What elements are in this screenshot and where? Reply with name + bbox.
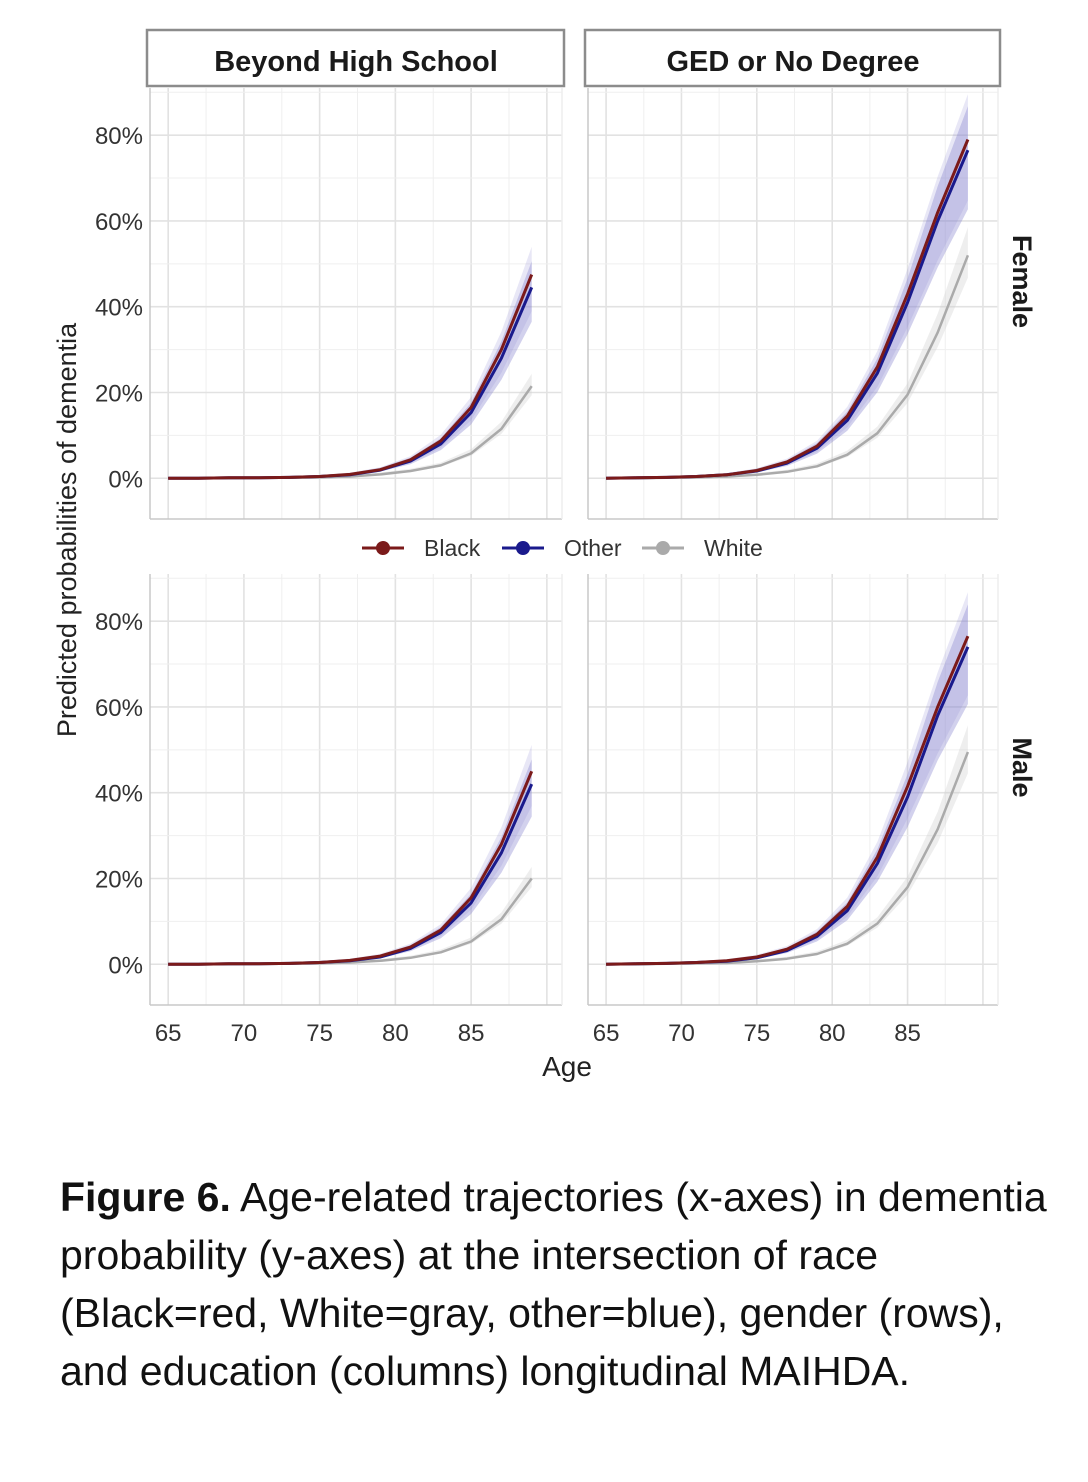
band-black (606, 592, 968, 965)
legend-key-dot-white (656, 541, 670, 555)
y-tick-label: 0% (108, 466, 143, 493)
y-tick-label: 80% (95, 123, 143, 150)
y-tick-label: 80% (95, 609, 143, 636)
y-axis-title: Predicted probabilities of dementia (52, 322, 82, 737)
x-axis-title: Age (542, 1051, 592, 1082)
legend-label-black: Black (424, 535, 481, 561)
legend-label-other: Other (564, 535, 622, 561)
figure-caption: Figure 6. Age-related trajectories (x-ax… (60, 1168, 1050, 1400)
x-tick-label: 85 (894, 1020, 921, 1047)
x-tick-label: 65 (593, 1020, 620, 1047)
band-black (606, 94, 968, 479)
strip-ged-or-no-degree (583, 28, 1002, 88)
panel-ged-or-no-degree-female (587, 88, 999, 520)
x-tick-label: 80 (819, 1020, 846, 1047)
caption-text: Age-related trajectories (x-axes) in dem… (60, 1174, 1047, 1394)
strip-label-beyond-high-school: Beyond High School (214, 46, 498, 78)
x-tick-label: 70 (231, 1020, 258, 1047)
band-other (606, 106, 968, 479)
strip-label-ged-or-no-degree: GED or No Degree (667, 46, 920, 78)
band-other (606, 604, 968, 965)
y-tick-label: 60% (95, 209, 143, 236)
series-line-black (606, 635, 970, 966)
panel-beyond-high-school-female (149, 88, 563, 520)
legend-key-dot-black (376, 541, 390, 555)
row-label-female: Female (1007, 235, 1037, 328)
panel-beyond-high-school-male (149, 574, 563, 1006)
figure-chart: Beyond High School GED or No Degree Female… (52, 28, 1037, 1082)
x-tick-label: 75 (743, 1020, 770, 1047)
y-tick-label: 60% (95, 695, 143, 722)
strip-beyond-high-school (145, 28, 566, 88)
y-tick-label: 20% (95, 380, 143, 407)
caption-label: Figure 6. (60, 1174, 231, 1220)
x-tick-label: 65 (155, 1020, 182, 1047)
y-tick-label: 20% (95, 866, 143, 893)
legend-label-white: White (704, 535, 763, 561)
legend: Black Other White (362, 535, 763, 561)
x-tick-label: 80 (382, 1020, 409, 1047)
x-tick-label: 75 (306, 1020, 333, 1047)
y-tick-label: 40% (95, 295, 143, 322)
panel-ged-or-no-degree-male (587, 574, 999, 1006)
band-black (168, 246, 532, 479)
row-label-male: Male (1007, 737, 1037, 797)
series-line-black (606, 138, 970, 480)
legend-key-dot-other (516, 541, 530, 555)
x-tick-label: 70 (668, 1020, 695, 1047)
band-black (168, 744, 532, 965)
series-line-black (168, 770, 534, 966)
y-tick-label: 40% (95, 781, 143, 808)
series-line-black (168, 274, 534, 480)
x-tick-label: 85 (458, 1020, 485, 1047)
y-tick-label: 0% (108, 952, 143, 979)
